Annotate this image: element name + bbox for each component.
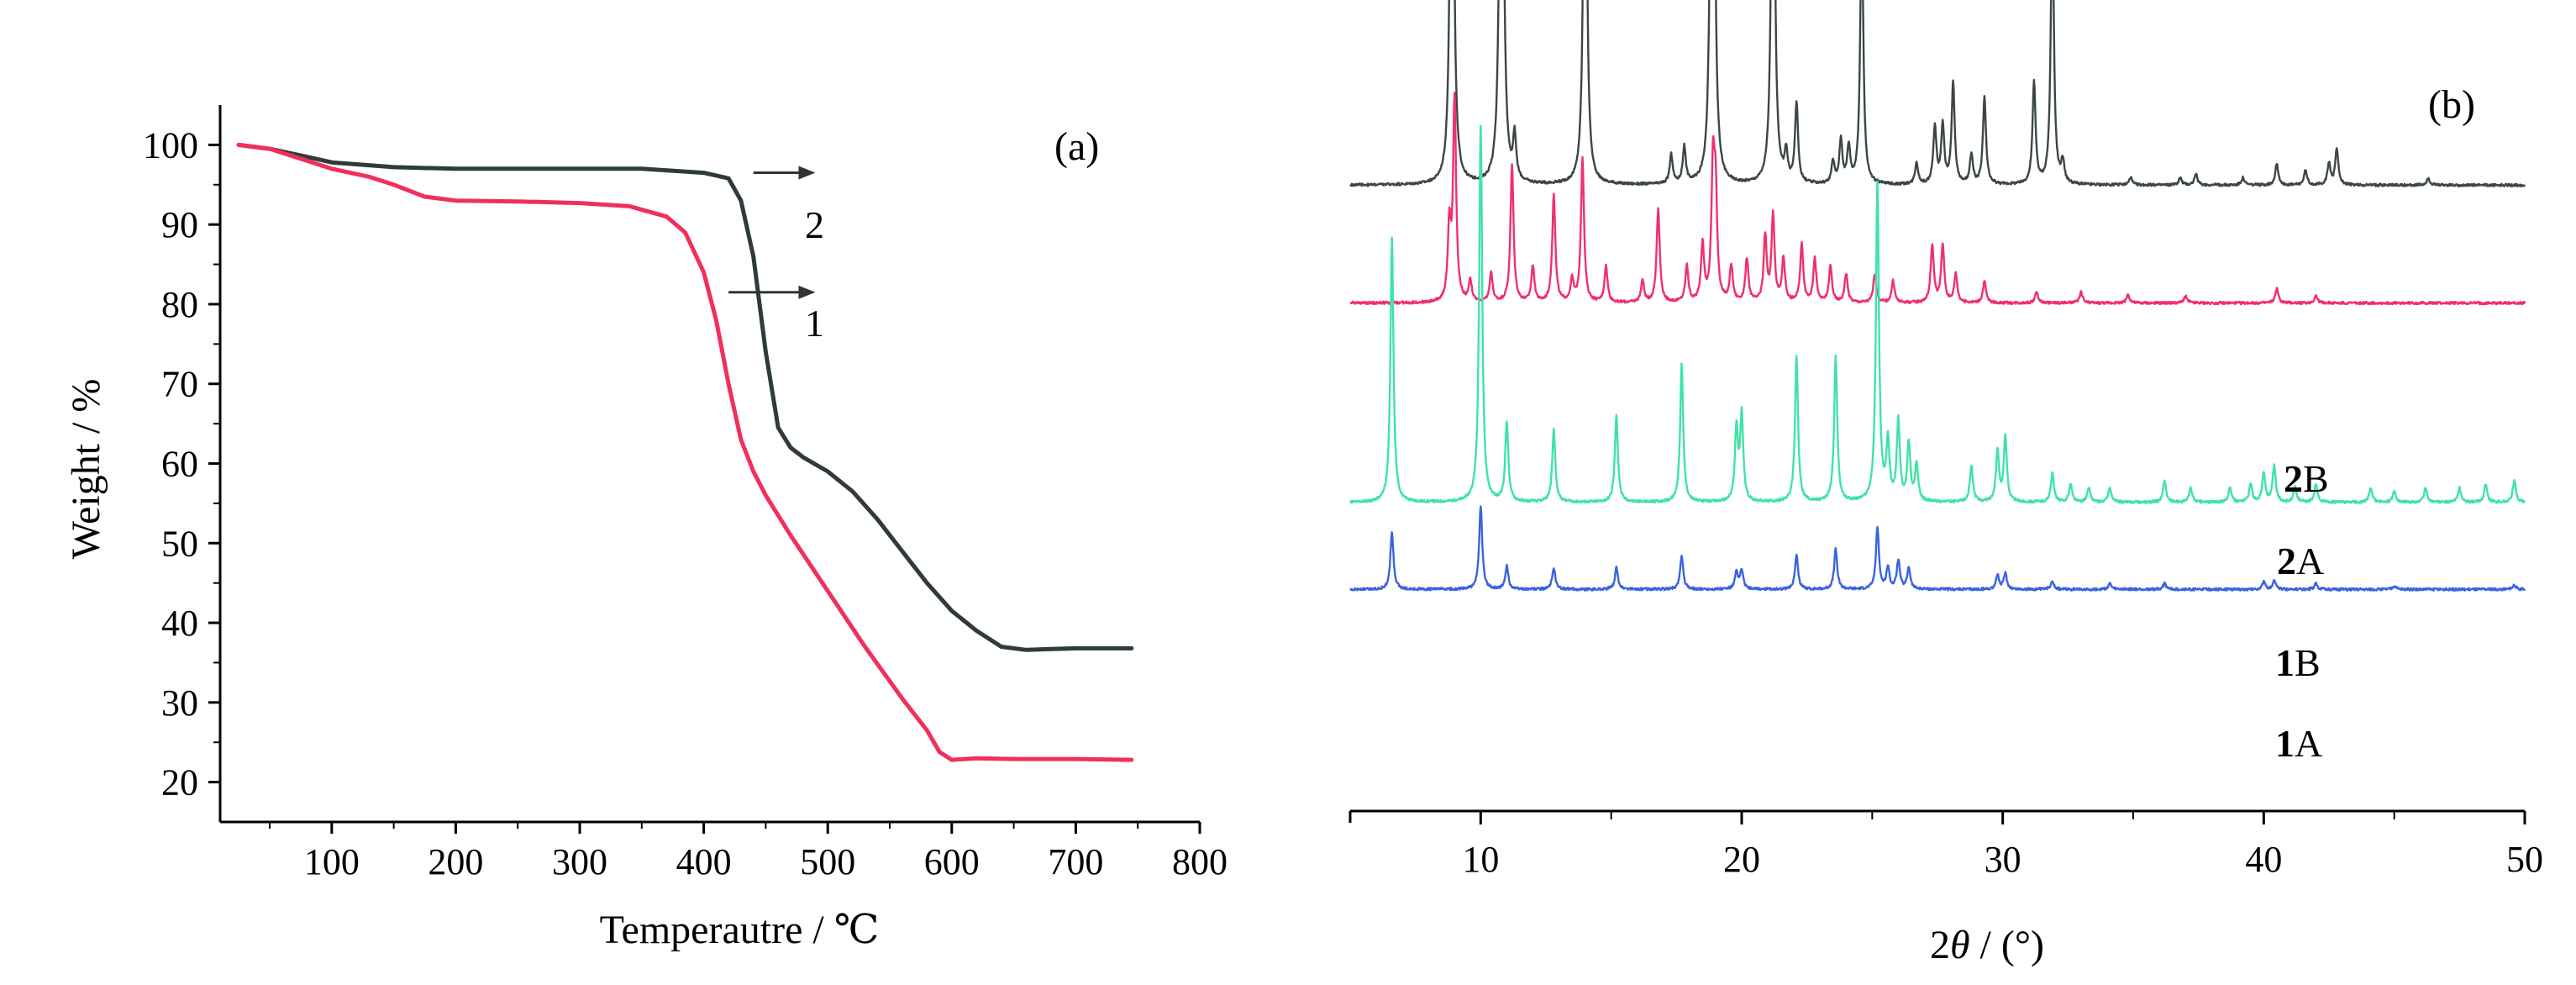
series-label-1A-num: 1 (2275, 722, 2295, 765)
panel-a-x-tick-label: 200 (428, 841, 483, 882)
panel-b-xlabel: 2θ / (°) (1930, 923, 2044, 967)
panel-b-tag: (b) (2428, 82, 2475, 127)
panel-b-xlabel-rest: / (°) (1970, 923, 2045, 967)
panel-a-y-tick-label: 100 (143, 124, 198, 166)
panel-a-y-tick-label: 90 (161, 204, 198, 245)
panel-b-xlabel-num: 2 (1930, 923, 1950, 967)
series-label-2A-num: 2 (2277, 540, 2296, 582)
panel-b-x-tick-label: 10 (1462, 839, 1499, 880)
panel-a-x-tick-label: 700 (1048, 841, 1103, 882)
panel-b-series (1348, 0, 2526, 592)
series-label-2A-let: A (2296, 540, 2324, 582)
panel-a-tga-chart: 100 200 300 400 500 600 700 800 20 30 40 50 60 70 80 90… (64, 105, 1228, 952)
panel-a-x-tick-label: 600 (924, 841, 980, 882)
series-label-1B-num: 1 (2275, 641, 2295, 684)
annotation-2-label: 2 (805, 203, 824, 246)
series-label-1A: 1A (2275, 722, 2322, 765)
panel-a-tag: (a) (1054, 124, 1099, 169)
panel-a-series-line-2 (236, 142, 1134, 652)
panel-b-xlabel-theta: θ (1950, 923, 1970, 967)
panel-b-x-tick-label: 40 (2245, 839, 2282, 880)
pattern-line-1A (1349, 505, 2526, 592)
panel-a-y-tick-label: 30 (161, 682, 198, 724)
panel-a-y-tick-label: 50 (161, 523, 198, 564)
panel-a-y-tick-label: 70 (161, 364, 198, 405)
annotation-arrow-head-1 (798, 285, 816, 299)
series-label-2B-num: 2 (2284, 457, 2303, 500)
panel-b-x-tick-label: 30 (1985, 839, 2021, 880)
panel-a-y-tick-label: 20 (161, 762, 198, 803)
panel-a-x-tick-label: 300 (552, 841, 607, 882)
series-label-2B: 2B (2284, 457, 2329, 500)
series-label-1A-let: A (2295, 722, 2322, 765)
panel-a-x-tick-label: 400 (676, 841, 732, 882)
panel-a-annotations (728, 166, 816, 299)
pattern-line-2A (1349, 92, 2526, 306)
panel-b-pxrd-chart: 10 20 30 40 50 (b) 2θ / (°) 2B 2A 1B 1A (1348, 0, 2543, 967)
panel-b-x-tick-label: 20 (1723, 839, 1760, 880)
panel-a-x-tick-label: 100 (304, 841, 360, 882)
panel-b-ticks: 10 20 30 40 50 (1348, 811, 2543, 880)
panel-a-ylabel: Weight / % (64, 379, 108, 560)
series-label-2B-let: B (2303, 457, 2329, 500)
panel-a-series (236, 142, 1134, 762)
pattern-line-1B (1348, 124, 2526, 505)
panel-a-y-tick-label: 60 (161, 444, 198, 485)
panel-a-xlabel: Temperautre / ℃ (600, 908, 880, 952)
panel-a-ticks: 100 200 300 400 500 600 700 800 20 30 40 50 60 70 80 90… (143, 124, 1228, 882)
pattern-line-2B (1349, 0, 2526, 187)
panel-a-x-tick-label: 500 (800, 841, 855, 882)
annotation-1-label: 1 (805, 302, 824, 345)
panel-a-series-line-1 (236, 142, 1134, 762)
panel-a-y-tick-label: 40 (161, 603, 198, 644)
annotation-arrow-head-2 (798, 166, 816, 180)
series-label-1B-let: B (2295, 641, 2321, 684)
panel-a-y-tick-label: 80 (161, 284, 198, 325)
panel-b-x-tick-label: 50 (2506, 839, 2543, 880)
series-label-2A: 2A (2277, 540, 2324, 582)
panel-a-axes (218, 105, 1200, 824)
series-label-1B: 1B (2275, 641, 2321, 684)
panel-a-x-tick-label: 800 (1172, 841, 1228, 882)
